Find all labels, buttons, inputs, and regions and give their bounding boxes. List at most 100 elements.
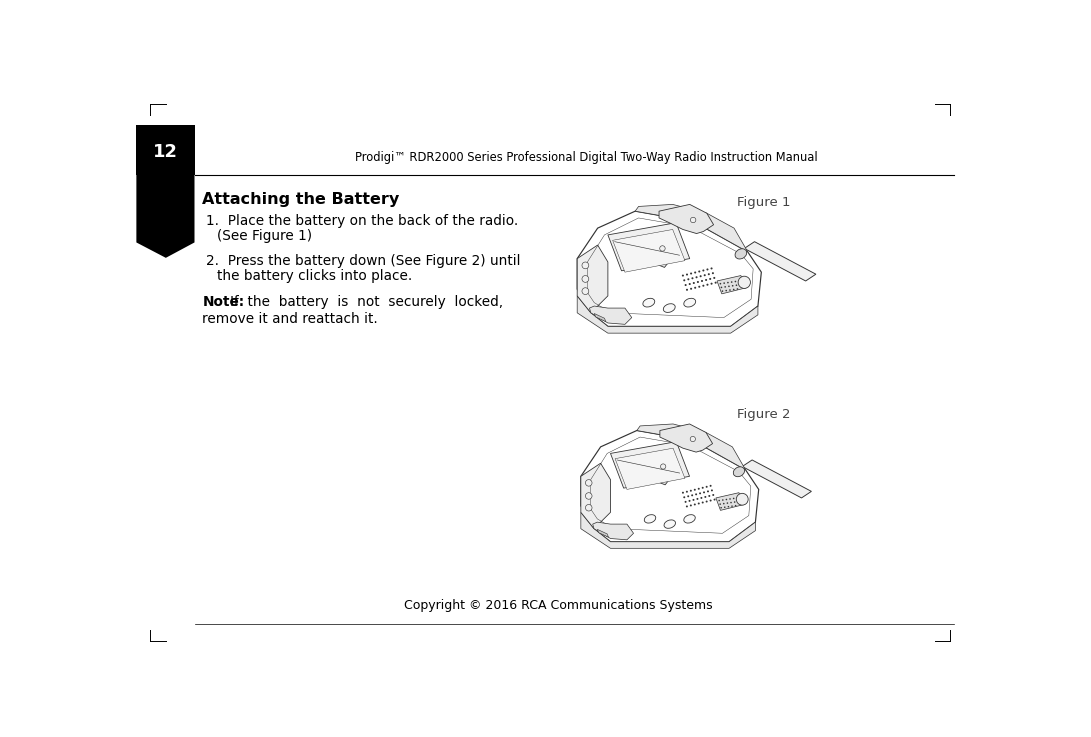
Circle shape [720, 507, 722, 509]
Polygon shape [577, 212, 762, 326]
Circle shape [726, 499, 728, 500]
Circle shape [707, 284, 708, 286]
Polygon shape [577, 296, 758, 333]
Circle shape [694, 489, 696, 491]
Circle shape [733, 289, 734, 290]
Circle shape [726, 290, 727, 291]
Ellipse shape [645, 514, 656, 523]
Polygon shape [597, 529, 609, 537]
Circle shape [698, 270, 700, 273]
Circle shape [586, 504, 592, 511]
Text: 12: 12 [153, 142, 178, 161]
Polygon shape [659, 204, 714, 234]
Polygon shape [717, 276, 746, 294]
Circle shape [699, 275, 702, 277]
Circle shape [723, 503, 724, 504]
Circle shape [702, 280, 703, 282]
Polygon shape [613, 229, 685, 272]
Polygon shape [615, 448, 685, 489]
Circle shape [582, 262, 589, 269]
Circle shape [694, 287, 696, 289]
Circle shape [697, 281, 699, 283]
Circle shape [731, 282, 732, 283]
Circle shape [736, 288, 739, 290]
Text: 2.  Press the battery down (See Figure 2) until: 2. Press the battery down (See Figure 2)… [206, 254, 520, 268]
Circle shape [691, 273, 692, 275]
Circle shape [723, 282, 726, 284]
Text: (See Figure 1): (See Figure 1) [217, 229, 312, 243]
Circle shape [686, 289, 688, 291]
Polygon shape [660, 424, 712, 452]
Circle shape [728, 285, 730, 287]
Circle shape [586, 480, 592, 486]
Ellipse shape [736, 493, 748, 505]
Circle shape [694, 271, 696, 273]
Circle shape [729, 289, 731, 291]
Circle shape [710, 268, 712, 270]
Circle shape [710, 283, 712, 284]
Circle shape [685, 284, 686, 286]
Polygon shape [744, 242, 816, 281]
Circle shape [714, 277, 716, 279]
Circle shape [660, 464, 666, 469]
Circle shape [718, 500, 720, 501]
Ellipse shape [735, 249, 746, 259]
Circle shape [724, 506, 726, 508]
Circle shape [704, 274, 706, 276]
Circle shape [706, 500, 708, 503]
Circle shape [719, 503, 721, 505]
Circle shape [728, 506, 729, 508]
Text: Attaching the Battery: Attaching the Battery [202, 192, 399, 207]
Circle shape [700, 497, 703, 499]
Text: Copyright © 2016 RCA Communications Systems: Copyright © 2016 RCA Communications Syst… [405, 599, 714, 612]
Circle shape [712, 272, 714, 274]
Circle shape [686, 506, 688, 507]
Circle shape [582, 287, 589, 295]
Text: remove it and reattach it.: remove it and reattach it. [202, 312, 377, 326]
Circle shape [709, 485, 711, 487]
Ellipse shape [663, 304, 675, 312]
Circle shape [703, 270, 705, 271]
Circle shape [694, 503, 696, 506]
Circle shape [686, 273, 688, 276]
Circle shape [729, 498, 731, 500]
Circle shape [682, 492, 684, 494]
Polygon shape [589, 306, 632, 324]
Circle shape [707, 490, 709, 492]
Polygon shape [595, 313, 606, 321]
Polygon shape [635, 204, 747, 252]
Ellipse shape [684, 298, 696, 307]
Circle shape [735, 284, 738, 286]
Circle shape [705, 496, 706, 498]
Polygon shape [136, 125, 194, 258]
Ellipse shape [733, 467, 744, 477]
Text: Figure 2: Figure 2 [738, 408, 791, 421]
Circle shape [696, 498, 698, 500]
Circle shape [687, 495, 690, 497]
Circle shape [734, 281, 736, 282]
Circle shape [690, 490, 692, 492]
Circle shape [695, 493, 697, 495]
Polygon shape [608, 223, 690, 270]
Circle shape [727, 282, 729, 284]
Circle shape [732, 285, 733, 287]
Circle shape [698, 503, 699, 504]
Polygon shape [580, 430, 758, 542]
Circle shape [724, 286, 726, 287]
Circle shape [707, 268, 708, 270]
Ellipse shape [664, 520, 675, 528]
Circle shape [687, 279, 690, 280]
Circle shape [735, 505, 736, 506]
Circle shape [715, 282, 717, 284]
Bar [136, 125, 194, 175]
Circle shape [684, 501, 686, 503]
Circle shape [699, 492, 702, 495]
Ellipse shape [643, 298, 655, 307]
Circle shape [706, 486, 708, 488]
Circle shape [705, 279, 707, 281]
Polygon shape [592, 522, 634, 539]
Circle shape [702, 501, 704, 503]
Circle shape [703, 492, 705, 493]
Circle shape [691, 217, 696, 223]
Polygon shape [580, 512, 755, 548]
